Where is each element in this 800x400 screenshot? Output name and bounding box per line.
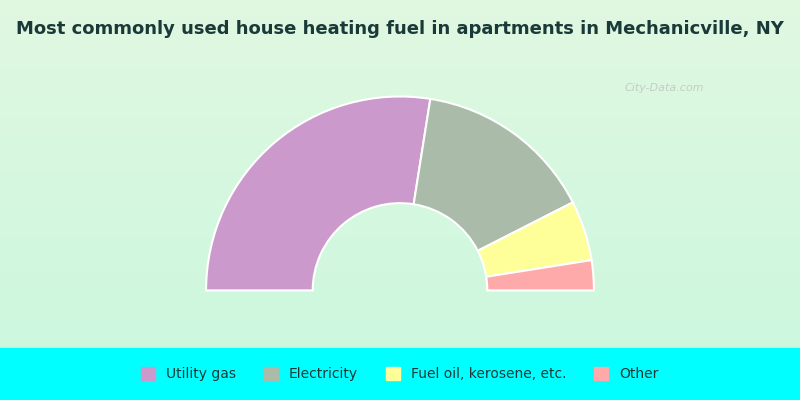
Wedge shape: [414, 99, 573, 251]
Text: Most commonly used house heating fuel in apartments in Mechanicville, NY: Most commonly used house heating fuel in…: [16, 20, 784, 38]
Legend: Utility gas, Electricity, Fuel oil, kerosene, etc., Other: Utility gas, Electricity, Fuel oil, kero…: [136, 362, 664, 387]
Text: City-Data.com: City-Data.com: [624, 83, 704, 93]
Wedge shape: [478, 202, 591, 277]
Wedge shape: [486, 260, 594, 290]
Wedge shape: [206, 96, 430, 290]
